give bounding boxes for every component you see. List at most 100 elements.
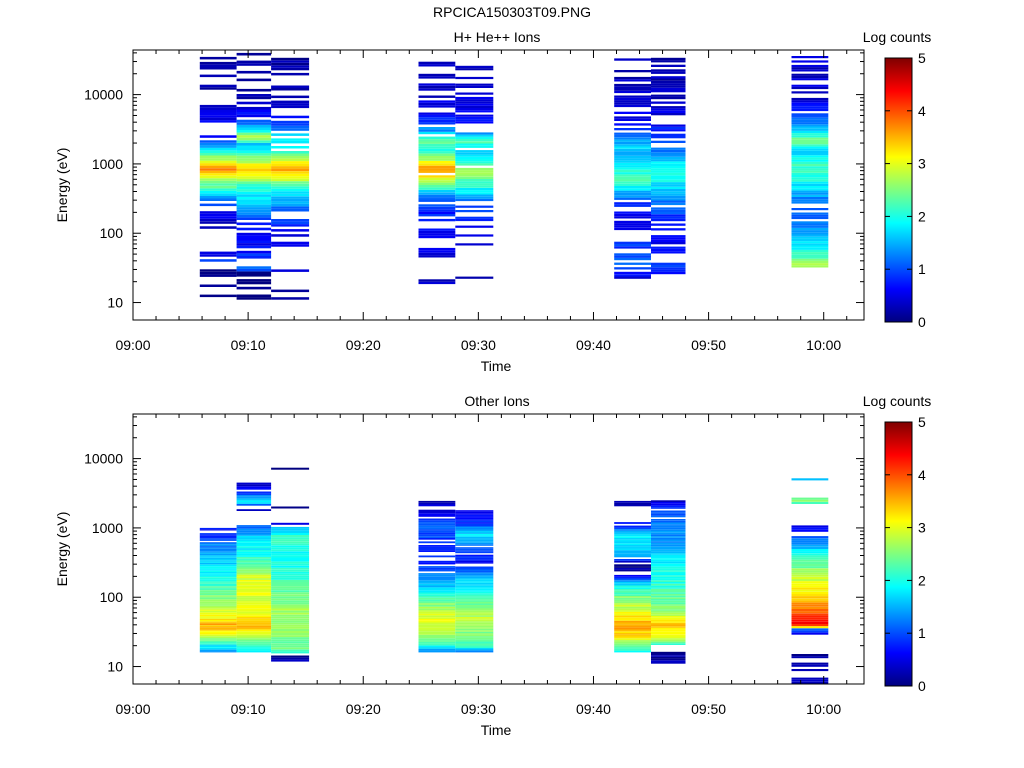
spectrogram-bin	[455, 616, 494, 619]
panel-1-title: H+ He++ Ions	[454, 29, 541, 45]
spectrogram-bin	[271, 559, 310, 562]
figure-title: RPCICA150303T09.PNG	[433, 4, 591, 20]
spectrogram-bin	[418, 536, 456, 538]
spectrogram-bin	[651, 195, 686, 199]
spectrogram-bin	[455, 150, 494, 153]
spectrogram-bin	[455, 646, 494, 648]
spectrogram-bin	[418, 566, 456, 568]
spectrogram-bin	[199, 226, 237, 229]
spectrogram-bin	[651, 617, 686, 620]
y-tick-label: 10	[107, 295, 123, 311]
spectrogram-bin	[199, 596, 237, 598]
spectrogram-bin	[199, 150, 237, 153]
spectrogram-bin	[271, 72, 310, 76]
spectrogram-bin	[651, 218, 686, 222]
spectrogram-bin	[199, 591, 237, 593]
spectrogram-bin	[791, 630, 829, 633]
spectrogram-bin	[651, 592, 686, 594]
spectrogram-bin	[791, 146, 829, 149]
spectrogram-bin	[418, 146, 456, 149]
spectrogram-bin	[791, 568, 829, 571]
spectrogram-bin	[236, 542, 272, 545]
spectrogram-bin	[236, 632, 272, 635]
spectrogram-bin	[236, 297, 272, 300]
spectrogram-bin	[271, 241, 310, 245]
spectrogram-bin	[271, 171, 310, 174]
spectrogram-bin	[418, 214, 456, 217]
spectrogram-bin	[418, 631, 456, 634]
spectrogram-bin	[236, 281, 272, 285]
spectrogram-bin	[651, 108, 686, 111]
spectrogram-bin	[455, 176, 494, 179]
spectrogram-bin	[418, 141, 456, 144]
spectrogram-bin	[271, 125, 310, 129]
spectrogram-bin	[791, 615, 829, 618]
spectrogram-bin	[271, 651, 310, 654]
spectrogram-bin	[455, 183, 494, 186]
spectrogram-bin	[651, 182, 686, 185]
spectrogram-bin	[199, 592, 237, 594]
spectrogram-bin	[791, 117, 829, 120]
spectrogram-bin	[199, 168, 237, 171]
spectrogram-bin	[614, 211, 651, 214]
spectrogram-bin	[791, 589, 829, 592]
spectrogram-bin	[651, 87, 686, 90]
spectrogram-bin	[236, 155, 272, 159]
spectrogram-bin	[791, 583, 829, 586]
spectrogram-bin	[271, 575, 310, 578]
spectrogram-bin	[236, 502, 272, 504]
spectrogram-bin	[651, 551, 686, 554]
spectrogram-bin	[271, 620, 310, 623]
spectrogram-bin	[418, 590, 456, 593]
spectrogram-bin	[418, 180, 456, 183]
spectrogram-bin	[614, 155, 651, 159]
spectrogram-bin	[455, 609, 494, 611]
spectrogram-bin	[455, 196, 494, 199]
spectrogram-column	[614, 500, 651, 653]
spectrogram-bin	[651, 507, 686, 509]
spectrogram-bin	[271, 133, 310, 136]
spectrogram-bin	[199, 251, 237, 255]
spectrogram-column	[236, 52, 272, 300]
spectrogram-bin	[455, 573, 494, 576]
spectrogram-bin	[199, 620, 237, 622]
spectrogram-bin	[651, 643, 686, 645]
spectrogram-bin	[614, 597, 651, 600]
spectrogram-bin	[418, 640, 456, 642]
spectrogram-bin	[236, 610, 272, 612]
spectrogram-bin	[236, 232, 272, 236]
spectrogram-bin	[651, 80, 686, 84]
spectrogram-bin	[791, 574, 829, 577]
spectrogram-bin	[455, 187, 494, 191]
spectrogram-bin	[236, 579, 272, 582]
spectrogram-bin	[651, 223, 686, 226]
spectrogram-bin	[455, 618, 494, 620]
spectrogram-bin	[236, 94, 272, 97]
spectrogram-bin	[651, 214, 686, 217]
colorbar-tick-label: 4	[918, 103, 926, 119]
spectrogram-bin	[418, 279, 456, 282]
spectrogram-bin	[791, 544, 829, 547]
spectrogram-bin	[271, 128, 310, 131]
spectrogram-bin	[651, 641, 686, 644]
spectrogram-bin	[418, 252, 456, 256]
spectrogram-bin	[791, 598, 829, 601]
spectrogram-bin	[199, 198, 237, 201]
spectrogram-bin	[236, 142, 272, 146]
spectrogram-bin	[791, 594, 829, 597]
spectrogram-bin	[199, 165, 237, 169]
spectrogram-bin	[791, 148, 829, 151]
spectrogram-bin	[651, 216, 686, 219]
spectrogram-bin	[651, 662, 686, 664]
spectrogram-bin	[271, 580, 310, 582]
spectrogram-bin	[791, 260, 829, 264]
spectrogram-bin	[236, 588, 272, 591]
spectrogram-bin	[236, 625, 272, 628]
spectrogram-bin	[614, 599, 651, 602]
spectrogram-bin	[236, 509, 272, 511]
spectrogram-bin	[651, 609, 686, 611]
spectrogram-bin	[791, 258, 829, 261]
spectrogram-bin	[651, 126, 686, 130]
spectrogram-bin	[614, 244, 651, 247]
spectrogram-bin	[199, 564, 237, 566]
